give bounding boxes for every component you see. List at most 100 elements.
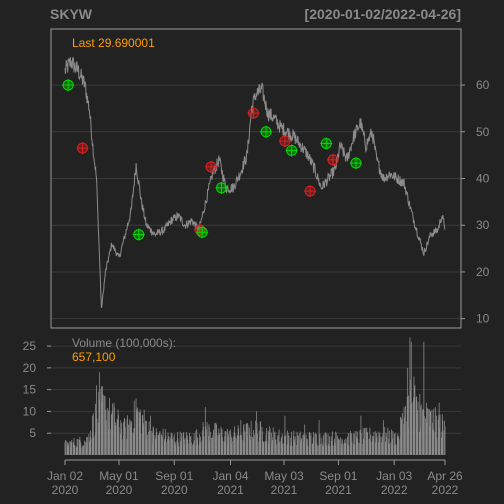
volume-bar bbox=[261, 426, 263, 455]
volume-bar bbox=[87, 436, 88, 455]
volume-bar bbox=[79, 436, 81, 455]
buy-marker bbox=[215, 181, 228, 194]
volume-bar bbox=[253, 438, 255, 455]
volume-bar bbox=[331, 440, 333, 455]
volume-bar bbox=[216, 424, 217, 455]
volume-bar bbox=[353, 445, 355, 455]
volume-bar bbox=[431, 409, 433, 455]
volume-tick-label: 15 bbox=[23, 383, 37, 397]
volume-bar bbox=[269, 428, 271, 455]
volume-bar bbox=[205, 426, 207, 455]
volume-bar bbox=[413, 376, 415, 455]
volume-bar bbox=[204, 407, 206, 455]
chart-symbol-title: SKYW bbox=[50, 6, 93, 22]
volume-bar bbox=[369, 442, 371, 455]
volume-bar bbox=[235, 437, 236, 455]
volume-bar bbox=[137, 411, 139, 455]
volume-bar bbox=[347, 432, 349, 455]
volume-bar bbox=[231, 441, 233, 455]
volume-bar bbox=[187, 443, 189, 455]
volume-bar bbox=[99, 389, 101, 455]
volume-bar bbox=[334, 445, 336, 455]
volume-bar bbox=[441, 437, 442, 455]
volume-bar bbox=[105, 409, 107, 455]
volume-bar bbox=[340, 437, 342, 455]
volume-bar bbox=[133, 428, 135, 455]
volume-bar bbox=[239, 435, 241, 455]
buy-marker bbox=[320, 137, 333, 150]
volume-bar bbox=[311, 443, 313, 455]
volume-bar bbox=[167, 439, 168, 455]
volume-bar bbox=[212, 437, 213, 455]
volume-bar bbox=[425, 418, 427, 455]
volume-bar bbox=[439, 414, 441, 455]
volume-bar bbox=[67, 442, 69, 455]
volume-bar bbox=[76, 447, 78, 455]
volume-bar bbox=[67, 446, 69, 455]
volume-bar bbox=[252, 440, 254, 455]
volume-bar bbox=[340, 446, 342, 455]
volume-bar bbox=[146, 434, 148, 455]
volume-bar bbox=[86, 437, 87, 455]
sell-marker bbox=[247, 107, 260, 120]
volume-bar bbox=[306, 442, 308, 455]
volume-bar bbox=[77, 446, 78, 455]
volume-bar bbox=[343, 444, 345, 455]
volume-bar bbox=[215, 423, 217, 455]
volume-bar bbox=[301, 438, 302, 455]
volume-bar bbox=[363, 440, 365, 455]
volume-bar bbox=[148, 421, 150, 455]
volume-bar bbox=[401, 413, 403, 455]
volume-bar bbox=[110, 429, 112, 455]
volume-bar bbox=[371, 441, 373, 455]
volume-bar bbox=[130, 423, 132, 455]
volume-bar bbox=[258, 430, 260, 455]
volume-bar bbox=[256, 423, 258, 455]
volume-bar bbox=[419, 394, 421, 455]
volume-bar bbox=[174, 441, 176, 455]
volume-bar bbox=[321, 443, 323, 455]
price-tick-label: 30 bbox=[476, 218, 490, 232]
volume-bar bbox=[308, 432, 310, 455]
volume-bar bbox=[324, 433, 326, 455]
volume-bar bbox=[159, 431, 161, 455]
volume-bar bbox=[154, 439, 156, 455]
volume-bar bbox=[332, 445, 334, 455]
volume-bar bbox=[375, 438, 377, 455]
volume-bar bbox=[277, 435, 279, 455]
volume-bar bbox=[400, 436, 402, 455]
volume-bar bbox=[400, 416, 401, 455]
chart-date-range: [2020-01-02/2022-04-26] bbox=[305, 6, 461, 22]
volume-bar bbox=[129, 419, 131, 455]
volume-bar bbox=[374, 442, 376, 455]
volume-bar bbox=[118, 426, 120, 455]
volume-bar bbox=[73, 438, 75, 455]
volume-bar bbox=[88, 434, 90, 455]
volume-bar bbox=[162, 428, 164, 455]
volume-bar bbox=[373, 439, 374, 455]
volume-bar bbox=[417, 409, 418, 455]
volume-bar bbox=[378, 436, 380, 455]
volume-bar bbox=[268, 432, 270, 455]
volume-bar bbox=[347, 436, 348, 455]
volume-bar bbox=[218, 428, 220, 455]
volume-bar bbox=[287, 432, 289, 455]
volume-bar bbox=[158, 437, 160, 455]
volume-bar bbox=[438, 414, 440, 455]
volume-bar bbox=[394, 444, 396, 455]
volume-bar bbox=[123, 421, 124, 455]
volume-bar bbox=[126, 419, 128, 455]
volume-bar bbox=[199, 442, 201, 455]
volume-bar bbox=[178, 446, 180, 455]
volume-bar bbox=[102, 395, 104, 455]
volume-bar bbox=[382, 439, 383, 455]
volume-bar bbox=[96, 385, 97, 455]
volume-label: Volume (100,000s): bbox=[72, 336, 176, 350]
volume-bar bbox=[85, 442, 87, 455]
volume-bar bbox=[281, 437, 283, 455]
volume-bar bbox=[351, 441, 353, 455]
volume-bar bbox=[408, 395, 409, 455]
volume-bar bbox=[151, 430, 153, 455]
volume-bar bbox=[342, 440, 343, 455]
